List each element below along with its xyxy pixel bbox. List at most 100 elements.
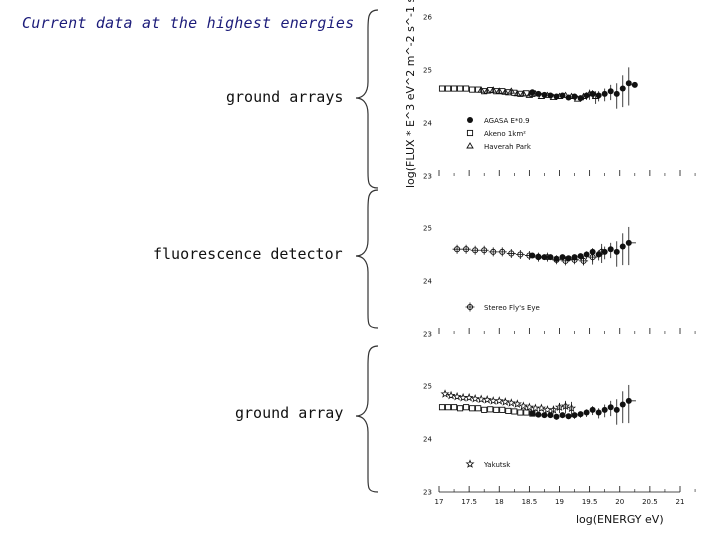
- data-point: [595, 92, 602, 99]
- data-point: [613, 406, 620, 413]
- data-point: [493, 406, 500, 413]
- series-haverah-park: [477, 86, 600, 104]
- series-yakutsk: [440, 389, 577, 418]
- legend-marker: [466, 129, 474, 137]
- data-point: [493, 88, 500, 95]
- data-point: [438, 404, 446, 411]
- data-point: [507, 87, 516, 94]
- data-point: [547, 412, 554, 419]
- x-tick-label: 20.5: [642, 498, 658, 506]
- marker-cross: [465, 302, 475, 312]
- series-unlabeled-1: [438, 404, 536, 417]
- data-point: [488, 396, 498, 405]
- data-point: [541, 254, 548, 261]
- data-point: [457, 405, 464, 412]
- y-tick-label: 23: [423, 331, 432, 339]
- data-point: [458, 392, 468, 402]
- data-point: [488, 247, 498, 257]
- data-point: [579, 92, 588, 99]
- data-point: [451, 85, 458, 92]
- data-point: [548, 405, 559, 414]
- legend-marker: [465, 459, 475, 468]
- y-axis-title: log(FLUX * E^3 eV^2 m^-2 s^-1 sr^-1): [404, 0, 417, 188]
- data-point: [524, 402, 534, 412]
- brace-ground-arrays: [355, 9, 379, 189]
- data-point: [613, 248, 620, 255]
- data-point: [543, 91, 552, 98]
- data-point: [476, 394, 486, 404]
- data-point: [535, 253, 542, 260]
- data-point: [541, 412, 548, 419]
- data-point: [559, 92, 566, 99]
- legend-marker: [465, 302, 475, 312]
- marker-cross: [461, 244, 471, 254]
- data-point: [479, 245, 489, 255]
- series-unlabeled-1: [529, 226, 632, 267]
- data-point: [595, 251, 602, 258]
- x-tick-label: 17.5: [461, 498, 477, 506]
- y-tick-label: 24: [423, 278, 432, 286]
- y-tick-label: 24: [423, 120, 432, 128]
- x-tick-label: 20: [615, 498, 624, 506]
- data-point: [530, 403, 540, 413]
- data-point: [505, 89, 512, 96]
- data-point: [601, 248, 608, 255]
- x-tick-label: 18: [495, 498, 504, 506]
- data-point: [523, 409, 530, 416]
- data-point: [475, 405, 482, 412]
- series-unlabeled-2: [529, 384, 632, 425]
- data-point: [601, 406, 608, 413]
- marker-cross: [497, 247, 507, 257]
- data-point: [619, 401, 626, 408]
- data-point: [607, 404, 614, 411]
- data-point: [457, 85, 464, 92]
- marker-cross: [479, 245, 489, 255]
- brace-ground-array: [355, 345, 379, 493]
- data-point: [585, 89, 594, 97]
- y-tick-label: 25: [423, 225, 432, 233]
- x-tick-label: 17: [435, 498, 444, 506]
- panel-ground-array: 25 24 23 Yakutsk: [423, 383, 696, 497]
- data-point: [519, 89, 528, 97]
- data-point: [553, 255, 560, 262]
- data-point: [583, 409, 590, 416]
- legend-label: Yakutsk: [483, 461, 511, 469]
- marker-cross: [506, 248, 516, 258]
- data-point: [537, 92, 546, 99]
- marker-cross: [515, 250, 525, 259]
- data-point: [589, 406, 596, 413]
- data-point: [461, 244, 471, 254]
- data-point: [444, 404, 452, 411]
- data-point: [469, 86, 476, 93]
- data-point: [511, 408, 518, 415]
- data-point: [497, 247, 507, 257]
- data-point: [583, 251, 590, 258]
- data-point: [506, 248, 516, 258]
- data-point: [631, 81, 638, 88]
- legend-label: Haverah Park: [484, 143, 532, 151]
- data-point: [625, 397, 632, 404]
- data-point: [501, 88, 510, 95]
- data-point: [625, 80, 632, 87]
- data-point: [607, 246, 614, 253]
- data-point: [517, 409, 524, 416]
- marker-cross: [470, 245, 480, 255]
- data-point: [601, 90, 608, 97]
- slide-title: Current data at the highest energies: [22, 14, 355, 32]
- data-point: [554, 402, 565, 412]
- legend-label: Stereo Fly's Eye: [484, 304, 540, 312]
- y-tick-label: 23: [423, 173, 432, 181]
- data-point: [571, 254, 578, 261]
- data-point: [567, 403, 577, 413]
- data-point: [446, 390, 456, 400]
- data-point: [515, 250, 525, 259]
- data-point: [469, 405, 476, 412]
- y-tick-label: 25: [423, 383, 432, 391]
- y-tick-label: 26: [423, 14, 432, 22]
- y-tick-label: 25: [423, 67, 432, 75]
- data-point: [573, 95, 582, 102]
- data-point: [495, 87, 504, 94]
- x-tick-label: 19.5: [582, 498, 598, 506]
- data-point: [591, 92, 600, 99]
